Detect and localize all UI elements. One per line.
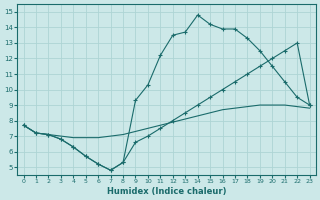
X-axis label: Humidex (Indice chaleur): Humidex (Indice chaleur) [107,187,226,196]
